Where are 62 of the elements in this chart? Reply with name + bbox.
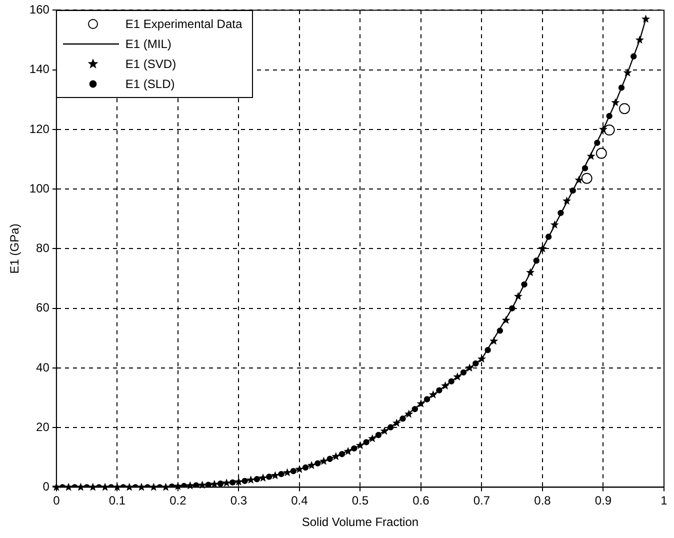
point xyxy=(368,434,377,442)
point xyxy=(404,410,414,418)
point xyxy=(392,418,401,427)
point xyxy=(222,478,231,487)
point xyxy=(234,477,243,486)
legend-label: E1 (SVD) xyxy=(125,57,176,72)
x-tick-label: 0.9 xyxy=(594,494,612,508)
y-tick-label: 120 xyxy=(29,122,50,136)
x-tick-label: 1 xyxy=(660,494,668,508)
x-tick-label: 0.3 xyxy=(230,494,248,508)
point xyxy=(307,460,316,470)
point xyxy=(490,336,498,345)
x-tick-label: 0 xyxy=(53,494,60,508)
legend-label: E1 (MIL) xyxy=(125,37,172,52)
y-tick-label: 160 xyxy=(29,2,50,17)
point xyxy=(344,446,352,456)
point xyxy=(295,464,304,473)
x-axis-title: Solid Volume Fraction xyxy=(302,515,419,530)
point xyxy=(453,372,462,381)
legend-label: E1 Experimental Data xyxy=(125,17,242,32)
point xyxy=(440,381,450,390)
point xyxy=(319,456,328,465)
y-axis-title: E1 (GPa) xyxy=(8,224,22,274)
y-tick-label: 0 xyxy=(42,480,50,494)
point xyxy=(562,196,572,205)
point xyxy=(619,103,630,114)
point xyxy=(416,399,426,408)
x-tick-label: 0.4 xyxy=(291,494,308,508)
point xyxy=(635,36,644,44)
point xyxy=(623,68,632,76)
y-tick-label: 100 xyxy=(29,181,50,196)
point xyxy=(598,124,608,134)
y-tick-label: 80 xyxy=(36,241,50,256)
y-tick-label: 40 xyxy=(36,360,50,374)
x-tick-label: 0.8 xyxy=(534,494,552,508)
point xyxy=(477,354,486,363)
point xyxy=(332,452,340,460)
point xyxy=(465,363,474,372)
x-tick-label: 0.2 xyxy=(170,494,187,508)
point xyxy=(581,172,592,184)
point xyxy=(526,268,535,276)
point xyxy=(356,440,364,450)
x-tick-label: 0.7 xyxy=(473,494,490,508)
y-tick-label: 60 xyxy=(36,300,50,315)
point xyxy=(604,124,615,136)
point xyxy=(550,220,559,228)
point xyxy=(428,390,438,398)
point xyxy=(611,98,620,106)
point xyxy=(641,14,650,23)
x-tick-label: 0.1 xyxy=(108,494,126,508)
x-tick-label: 0.5 xyxy=(352,494,369,508)
point xyxy=(270,471,280,480)
y-tick-label: 20 xyxy=(36,420,50,434)
point xyxy=(514,292,522,300)
point xyxy=(502,316,510,324)
x-tick-label: 0.6 xyxy=(412,494,430,508)
legend-label: E1 (SLD) xyxy=(125,77,175,92)
y-tick-label: 140 xyxy=(29,62,50,76)
point xyxy=(380,426,389,435)
point xyxy=(574,176,584,184)
point xyxy=(586,152,596,160)
point xyxy=(596,148,607,159)
